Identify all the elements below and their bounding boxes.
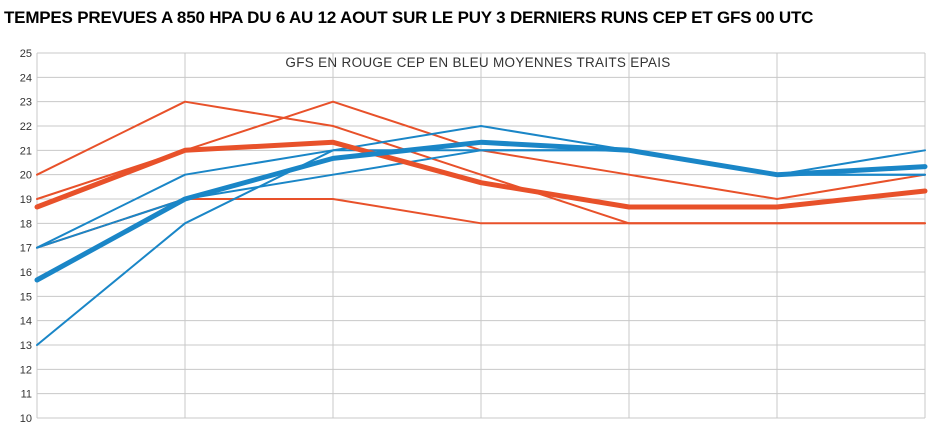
y-tick-label: 22 — [20, 121, 32, 133]
y-tick-label: 16 — [20, 267, 32, 279]
y-tick-label: 11 — [21, 389, 32, 401]
y-tick-label: 13 — [20, 340, 32, 352]
y-tick-label: 12 — [20, 364, 32, 376]
y-tick-label: 19 — [20, 194, 32, 206]
cep-mean-line — [34, 139, 928, 283]
gfs-mean-line — [34, 139, 928, 210]
y-tick-label: 10 — [20, 413, 32, 425]
y-tick-label: 14 — [20, 316, 32, 328]
y-tick-label: 25 — [20, 48, 32, 60]
y-tick-label: 17 — [20, 243, 32, 255]
y-axis-ticks: 10 11 12 13 14 15 16 17 18 19 20 21 22 23 24 25 — [20, 48, 32, 425]
y-tick-label: 20 — [20, 170, 32, 182]
chart-subtitle: GFS EN ROUGE CEP EN BLEU MOYENNES TRAITS… — [285, 55, 670, 70]
y-tick-label: 18 — [20, 218, 32, 230]
y-tick-label: 15 — [20, 291, 32, 303]
y-tick-label: 24 — [20, 72, 32, 84]
y-tick-label: 23 — [20, 97, 32, 109]
y-tick-label: 21 — [20, 145, 32, 157]
page-title: TEMPES PREVUES A 850 HPA DU 6 AU 12 AOUT… — [4, 8, 814, 27]
series-lines — [34, 100, 928, 346]
